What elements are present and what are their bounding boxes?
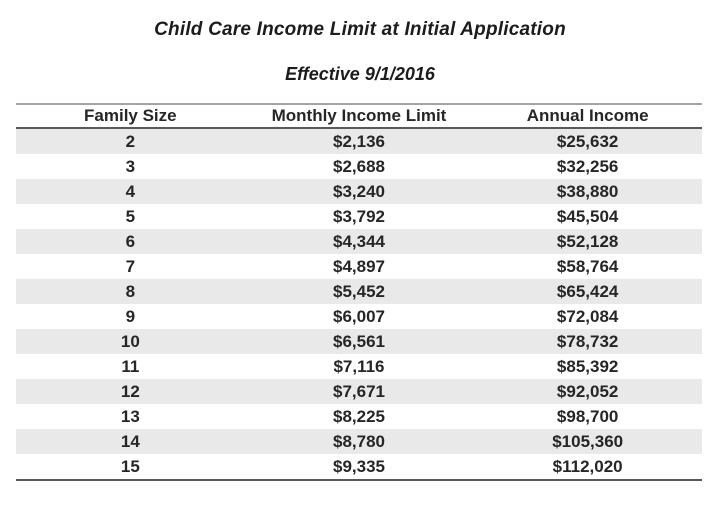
annual-income-cell: $112,020 <box>473 454 702 481</box>
annual-income-cell: $85,392 <box>556 356 619 376</box>
table-row: 14 $8,780 $105,360 <box>16 429 702 454</box>
monthly-limit-cell: $8,225 <box>332 406 385 426</box>
annual-income-cell: $105,360 <box>552 431 624 451</box>
table-row: 15 $9,335 $112,020 <box>16 454 702 481</box>
monthly-limit-cell: $7,116 <box>333 356 385 376</box>
table-row: 4 $3,240 $38,880 <box>16 179 702 204</box>
family-size-cell: 9 <box>125 306 136 326</box>
monthly-limit-cell: $2,688 <box>332 156 385 176</box>
monthly-limit-cell: $7,671 <box>332 381 385 401</box>
monthly-limit-cell: $4,897 <box>332 256 385 276</box>
annual-income-cell: $72,084 <box>556 306 619 326</box>
table-row: 2 $2,136 $25,632 <box>16 128 702 154</box>
table-row: 13 $8,225 $98,700 <box>16 404 702 429</box>
table-row: 3 $2,688 $32,256 <box>16 154 702 179</box>
table-row: 9 $6,007 $72,084 <box>16 304 702 329</box>
family-size-cell: 8 <box>125 281 136 301</box>
header-row: Family Size Monthly Income Limit Annual … <box>16 103 702 129</box>
annual-income-cell: $52,128 <box>556 231 619 251</box>
monthly-limit-cell: $6,007 <box>332 306 385 326</box>
monthly-limit-cell: $3,792 <box>332 206 385 226</box>
family-size-cell: 15 <box>16 454 245 481</box>
column-header-annual-income: Annual Income <box>473 103 702 129</box>
family-size-cell: 14 <box>120 431 140 451</box>
column-header-monthly-income-limit: Monthly Income Limit <box>244 103 474 129</box>
annual-income-cell: $25,632 <box>556 131 619 151</box>
table-row: 12 $7,671 $92,052 <box>16 379 702 404</box>
family-size-cell: 2 <box>125 131 136 151</box>
family-size-cell: 13 <box>120 406 140 426</box>
table-row: 5 $3,792 $45,504 <box>16 204 702 229</box>
annual-income-cell: $32,256 <box>556 156 619 176</box>
monthly-limit-cell: $3,240 <box>332 181 385 201</box>
family-size-cell: 6 <box>125 231 136 251</box>
table-row: 11 $7,116 $85,392 <box>16 354 702 379</box>
monthly-limit-cell: $5,452 <box>332 281 385 301</box>
annual-income-cell: $92,052 <box>556 381 619 401</box>
table-row: 7 $4,897 $58,764 <box>16 254 702 279</box>
family-size-cell: 4 <box>125 181 136 201</box>
annual-income-cell: $58,764 <box>556 256 619 276</box>
monthly-limit-cell: $4,344 <box>332 231 385 251</box>
effective-date: Effective 9/1/2016 <box>285 64 435 84</box>
family-size-cell: 7 <box>125 256 136 276</box>
family-size-cell: 12 <box>120 381 140 401</box>
table-row: 8 $5,452 $65,424 <box>16 279 702 304</box>
monthly-limit-cell: $8,780 <box>332 431 385 451</box>
annual-income-cell: $65,424 <box>556 281 619 301</box>
page-title: Child Care Income Limit at Initial Appli… <box>154 19 566 40</box>
annual-income-cell: $45,504 <box>556 206 619 226</box>
annual-income-cell: $98,700 <box>556 406 619 426</box>
annual-income-cell: $78,732 <box>556 331 619 351</box>
column-header-family-size: Family Size <box>16 103 245 129</box>
annual-income-cell: $38,880 <box>556 181 619 201</box>
family-size-cell: 11 <box>121 356 140 376</box>
family-size-cell: 5 <box>125 206 136 226</box>
family-size-cell: 10 <box>120 331 140 351</box>
monthly-limit-cell: $9,335 <box>244 454 474 481</box>
income-limit-table: Family Size Monthly Income Limit Annual … <box>16 103 702 481</box>
table-body: 2 $2,136 $25,632 3 $2,688 $32,256 4 $3,240 $38,8… <box>16 128 702 481</box>
table-row: 6 $4,344 $52,128 <box>16 229 702 254</box>
monthly-limit-cell: $6,561 <box>332 331 385 351</box>
monthly-limit-cell: $2,136 <box>332 131 385 151</box>
family-size-cell: 3 <box>125 156 136 176</box>
table-header: Family Size Monthly Income Limit Annual … <box>16 103 702 129</box>
table-row: 10 $6,561 $78,732 <box>16 329 702 354</box>
